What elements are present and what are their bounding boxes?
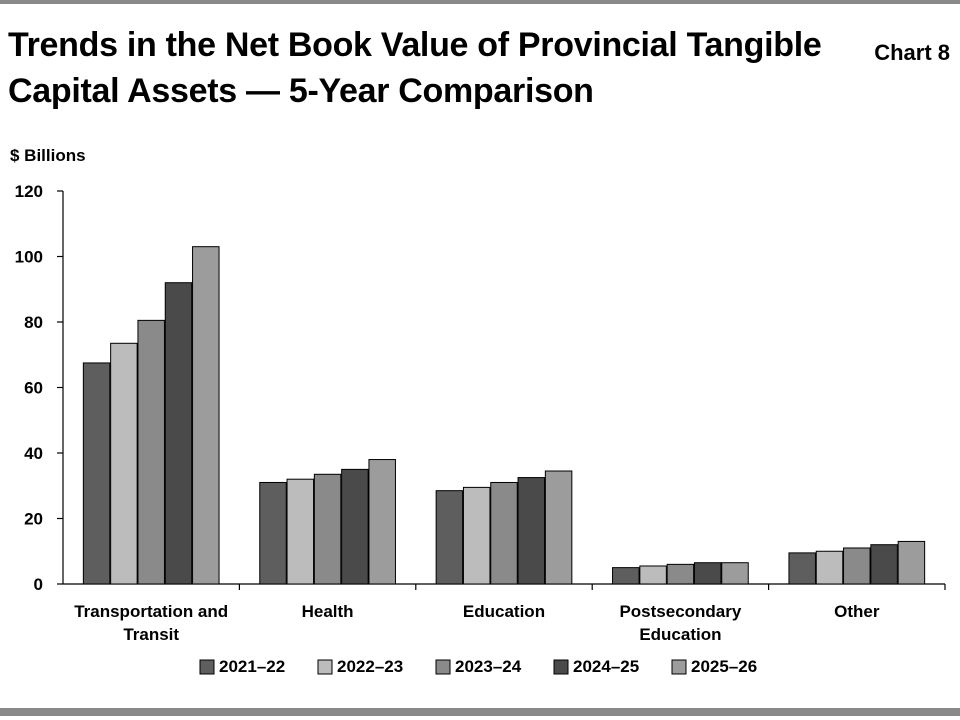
bar-2025-26-1 [368,459,396,585]
legend-swatch [553,659,569,675]
chart-number: Chart 8 [874,40,950,65]
bar-2025-26-3 [721,562,749,585]
bar-2022-23-2 [462,486,491,585]
bar-2025-26-4 [897,540,926,585]
x-category-label: Transit [123,625,179,644]
y-tick-label: 60 [24,379,43,398]
bar-2025-26-2 [544,470,573,585]
bar-2023-24-0 [137,319,165,585]
bar-2023-24-3 [666,563,695,585]
bar-2022-23-3 [639,565,667,585]
legend-label: 2021–22 [219,657,285,676]
x-category-label: Education [463,602,545,621]
legend-label: 2025–26 [691,657,757,676]
bar-2023-24-2 [490,481,518,585]
legend-label: 2023–24 [455,657,522,676]
bar-2021-22-4 [788,552,816,585]
y-tick-label: 120 [15,182,43,201]
x-category-label: Education [639,625,721,644]
bottom-rule [0,708,960,716]
bar-2024-25-0 [164,282,193,585]
legend-swatch [671,659,687,675]
bar-2023-24-1 [313,473,342,585]
bar-2021-22-3 [612,567,640,585]
bar-2022-23-4 [815,550,844,585]
legend-swatch [317,659,333,675]
x-category-label: Other [834,602,880,621]
bar-2021-22-2 [435,490,464,585]
bar-2025-26-0 [192,246,220,585]
x-category-label: Postsecondary [619,602,741,621]
y-tick-label: 40 [24,444,43,463]
x-category-label: Transportation and [74,602,228,621]
bar-2024-25-2 [517,477,546,585]
legend-label: 2024–25 [573,657,639,676]
legend-label: 2022–23 [337,657,403,676]
top-rule [0,0,960,4]
y-tick-label: 0 [34,575,43,594]
y-tick-label: 20 [24,510,43,529]
bar-2022-23-0 [110,342,138,585]
bar-2021-22-0 [82,362,111,585]
y-tick-label: 100 [15,248,43,267]
legend-swatch [199,659,215,675]
bar-2024-25-3 [693,562,722,585]
bar-2024-25-4 [870,544,898,585]
chart-title: Trends in the Net Book Value of Provinci… [8,26,822,110]
y-tick-label: 80 [24,313,43,332]
legend-swatch [435,659,451,675]
bar-2022-23-1 [286,478,315,585]
bar-2021-22-1 [259,481,287,585]
x-category-label: Health [302,602,354,621]
bar-2024-25-1 [341,468,369,585]
bar-2023-24-4 [843,547,871,585]
y-axis-label: $ Billions [10,146,86,165]
